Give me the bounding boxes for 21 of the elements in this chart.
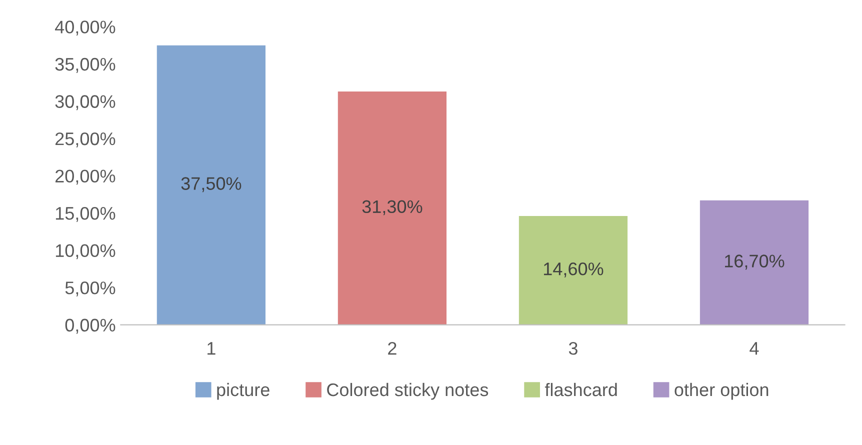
x-tick-label: 4 (750, 342, 759, 355)
legend-label: Colored sticky notes (327, 382, 488, 400)
legend-label: other option (674, 382, 768, 400)
x-tick-label: 1 (208, 342, 216, 355)
y-tick-label: 25,00% (55, 132, 116, 148)
y-tick-label: 20,00% (55, 170, 116, 185)
y-tick-label: 30,00% (55, 95, 116, 110)
y-tick-label: 15,00% (56, 206, 116, 222)
y-tick-label: 5,00% (65, 282, 116, 296)
data-label: 31,30% (362, 200, 422, 216)
legend-label: picture (217, 382, 270, 400)
y-tick-label: 35,00% (55, 58, 116, 73)
x-tick-label: 2 (388, 342, 396, 355)
y-tick-label: 10,00% (56, 244, 116, 260)
y-tick-label: 40,00% (55, 20, 116, 36)
legend-label: flashcard (544, 382, 617, 396)
data-label: 14,60% (544, 262, 604, 278)
x-tick-label: 3 (568, 342, 578, 355)
data-label: 16,70% (725, 254, 784, 270)
y-tick-label: 0,00% (65, 318, 116, 334)
data-label: 37,50% (181, 177, 242, 192)
